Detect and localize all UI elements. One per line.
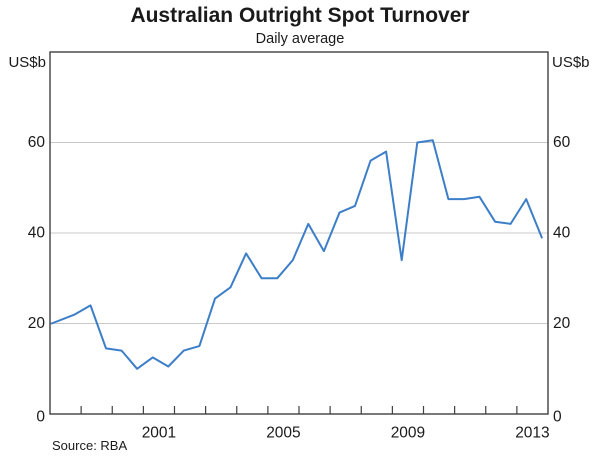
x-tick-label: 2013 [515, 425, 549, 442]
plot-frame [49, 51, 549, 415]
y-tick-label-left: 40 [28, 225, 46, 242]
x-tick-label: 2005 [266, 425, 300, 442]
turnover-line [50, 139, 543, 370]
y-tick-label-right: 60 [553, 134, 571, 151]
y-tick-label-right: 20 [553, 315, 571, 332]
y-tick-label-left: 0 [36, 409, 45, 426]
chart-subtitle: Daily average [255, 31, 345, 47]
y-tick-label-right: 40 [553, 225, 571, 242]
x-tick-label: 2001 [142, 425, 176, 442]
y-axis-unit-right: US$b [552, 54, 590, 71]
y-tick-label-left: 20 [28, 315, 46, 332]
source-note: Source: RBA [52, 438, 128, 453]
y-tick-label-left: 60 [28, 134, 46, 151]
x-tick-label: 2009 [391, 425, 425, 442]
chart-title: Australian Outright Spot Turnover [130, 4, 470, 27]
y-axis-unit-left: US$b [8, 54, 46, 71]
y-tick-label-right: 0 [553, 409, 562, 426]
